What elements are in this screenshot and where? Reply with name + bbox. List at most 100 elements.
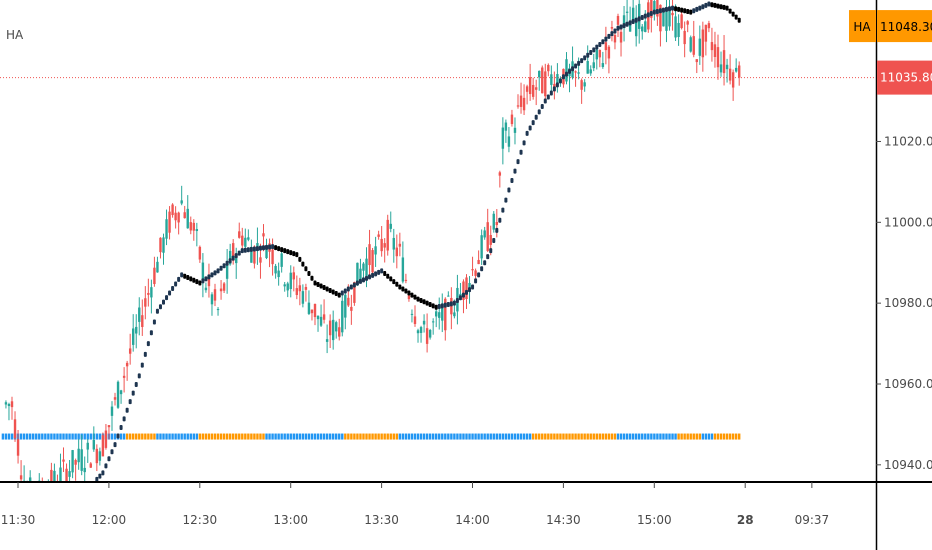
ma-dot — [607, 33, 611, 39]
candle-body — [580, 80, 583, 90]
ma-dot — [574, 63, 578, 69]
candle-body — [474, 270, 477, 276]
candle-body — [107, 425, 111, 428]
signal-dot — [641, 433, 644, 440]
ma-dot — [295, 252, 299, 258]
signal-dot — [471, 433, 474, 440]
ma-dot — [234, 253, 238, 259]
candle-body — [125, 362, 129, 367]
ma-dot — [398, 284, 402, 290]
ma-dot — [140, 362, 144, 368]
candle-body — [613, 35, 617, 43]
ma-dot — [128, 399, 132, 405]
ma-dot — [158, 304, 162, 310]
time-axis-ticks: 11:30 12:00 12:30 13:00 13:30 14:00 14:30 15:00… — [1, 482, 829, 527]
price-badge-red-text: 11035.80 — [880, 71, 932, 85]
candle-body — [401, 257, 405, 282]
candle-body — [507, 136, 511, 147]
ma-dot — [458, 295, 462, 301]
ma-dot — [598, 41, 602, 47]
signal-dot — [156, 433, 159, 440]
signal-dot — [7, 433, 11, 440]
candle-body — [398, 243, 402, 247]
signal-dot — [198, 433, 202, 440]
ma-dot — [252, 246, 256, 252]
candle-body — [298, 285, 302, 292]
candle-body — [431, 321, 435, 323]
candle-body — [534, 87, 538, 90]
candle-body — [707, 23, 711, 29]
signal-dot — [716, 433, 720, 440]
price-badge-orange-text: 11048.30 — [880, 20, 932, 34]
signal-dot — [77, 433, 80, 440]
signal-dot — [110, 433, 114, 440]
candle-body — [713, 44, 717, 58]
candle-body — [692, 36, 695, 55]
signal-dot — [644, 433, 647, 440]
signal-dot — [259, 433, 262, 440]
candle-body — [480, 235, 483, 259]
ma-dot — [195, 279, 199, 285]
candle-body — [77, 448, 80, 463]
ma-dot — [534, 114, 538, 120]
candle-body — [74, 460, 77, 465]
time-tick-label: 14:00 — [455, 513, 490, 527]
candle-body — [328, 320, 332, 336]
signal-dot — [283, 433, 286, 440]
signal-dot — [574, 433, 577, 440]
ma-dot — [116, 433, 120, 439]
ma-dot — [543, 98, 547, 104]
ma-dot — [537, 109, 541, 115]
signal-dot — [353, 433, 356, 440]
signal-dot — [4, 433, 8, 440]
signal-dot — [444, 433, 447, 440]
signal-dot — [501, 433, 505, 440]
candle-body — [410, 313, 414, 315]
signal-dot — [219, 433, 223, 440]
signal-dot — [277, 433, 280, 440]
signal-dot — [565, 433, 568, 440]
signal-dot — [50, 433, 53, 440]
candle-body — [389, 223, 392, 229]
candle-body — [80, 449, 83, 471]
signal-dot — [407, 433, 411, 440]
signal-dot — [513, 433, 517, 440]
ma-dot — [677, 6, 681, 12]
candle-body — [522, 97, 526, 111]
candle-body — [525, 86, 529, 92]
ma-dot — [440, 303, 444, 309]
time-tick-label: 09:37 — [795, 513, 830, 527]
signal-dot — [53, 433, 56, 440]
signal-dot — [468, 433, 471, 440]
time-tick-label: 13:30 — [364, 513, 399, 527]
candle-body — [498, 172, 502, 176]
candle-body — [531, 84, 535, 97]
time-tick-label: 15:00 — [637, 513, 672, 527]
signal-dot — [271, 433, 274, 440]
signal-dot — [235, 433, 238, 440]
candle-body — [625, 11, 629, 13]
candle-body — [468, 283, 471, 290]
signal-dot — [598, 433, 602, 440]
ma-dot — [289, 250, 293, 256]
ma-dot — [549, 90, 553, 96]
candle-body — [19, 475, 23, 480]
signal-dot — [301, 433, 305, 440]
candle-body — [132, 328, 135, 345]
signal-dot — [728, 433, 732, 440]
candle-body — [492, 213, 495, 230]
ma-dot — [707, 1, 711, 7]
ma-dot — [219, 265, 223, 271]
candle-body — [719, 64, 723, 73]
candle-body — [238, 231, 241, 238]
signal-dot — [674, 433, 677, 440]
candle-body — [316, 315, 320, 320]
candle-body — [350, 306, 353, 311]
ma-dot — [434, 304, 438, 310]
ma-dot — [540, 103, 544, 109]
ma-dot — [328, 288, 332, 294]
candle-body — [116, 381, 120, 408]
signal-dot — [183, 433, 186, 440]
price-axis-ticks: 11020.00 11000.00 10980.00 10960.00 10940.00 — [876, 134, 932, 472]
